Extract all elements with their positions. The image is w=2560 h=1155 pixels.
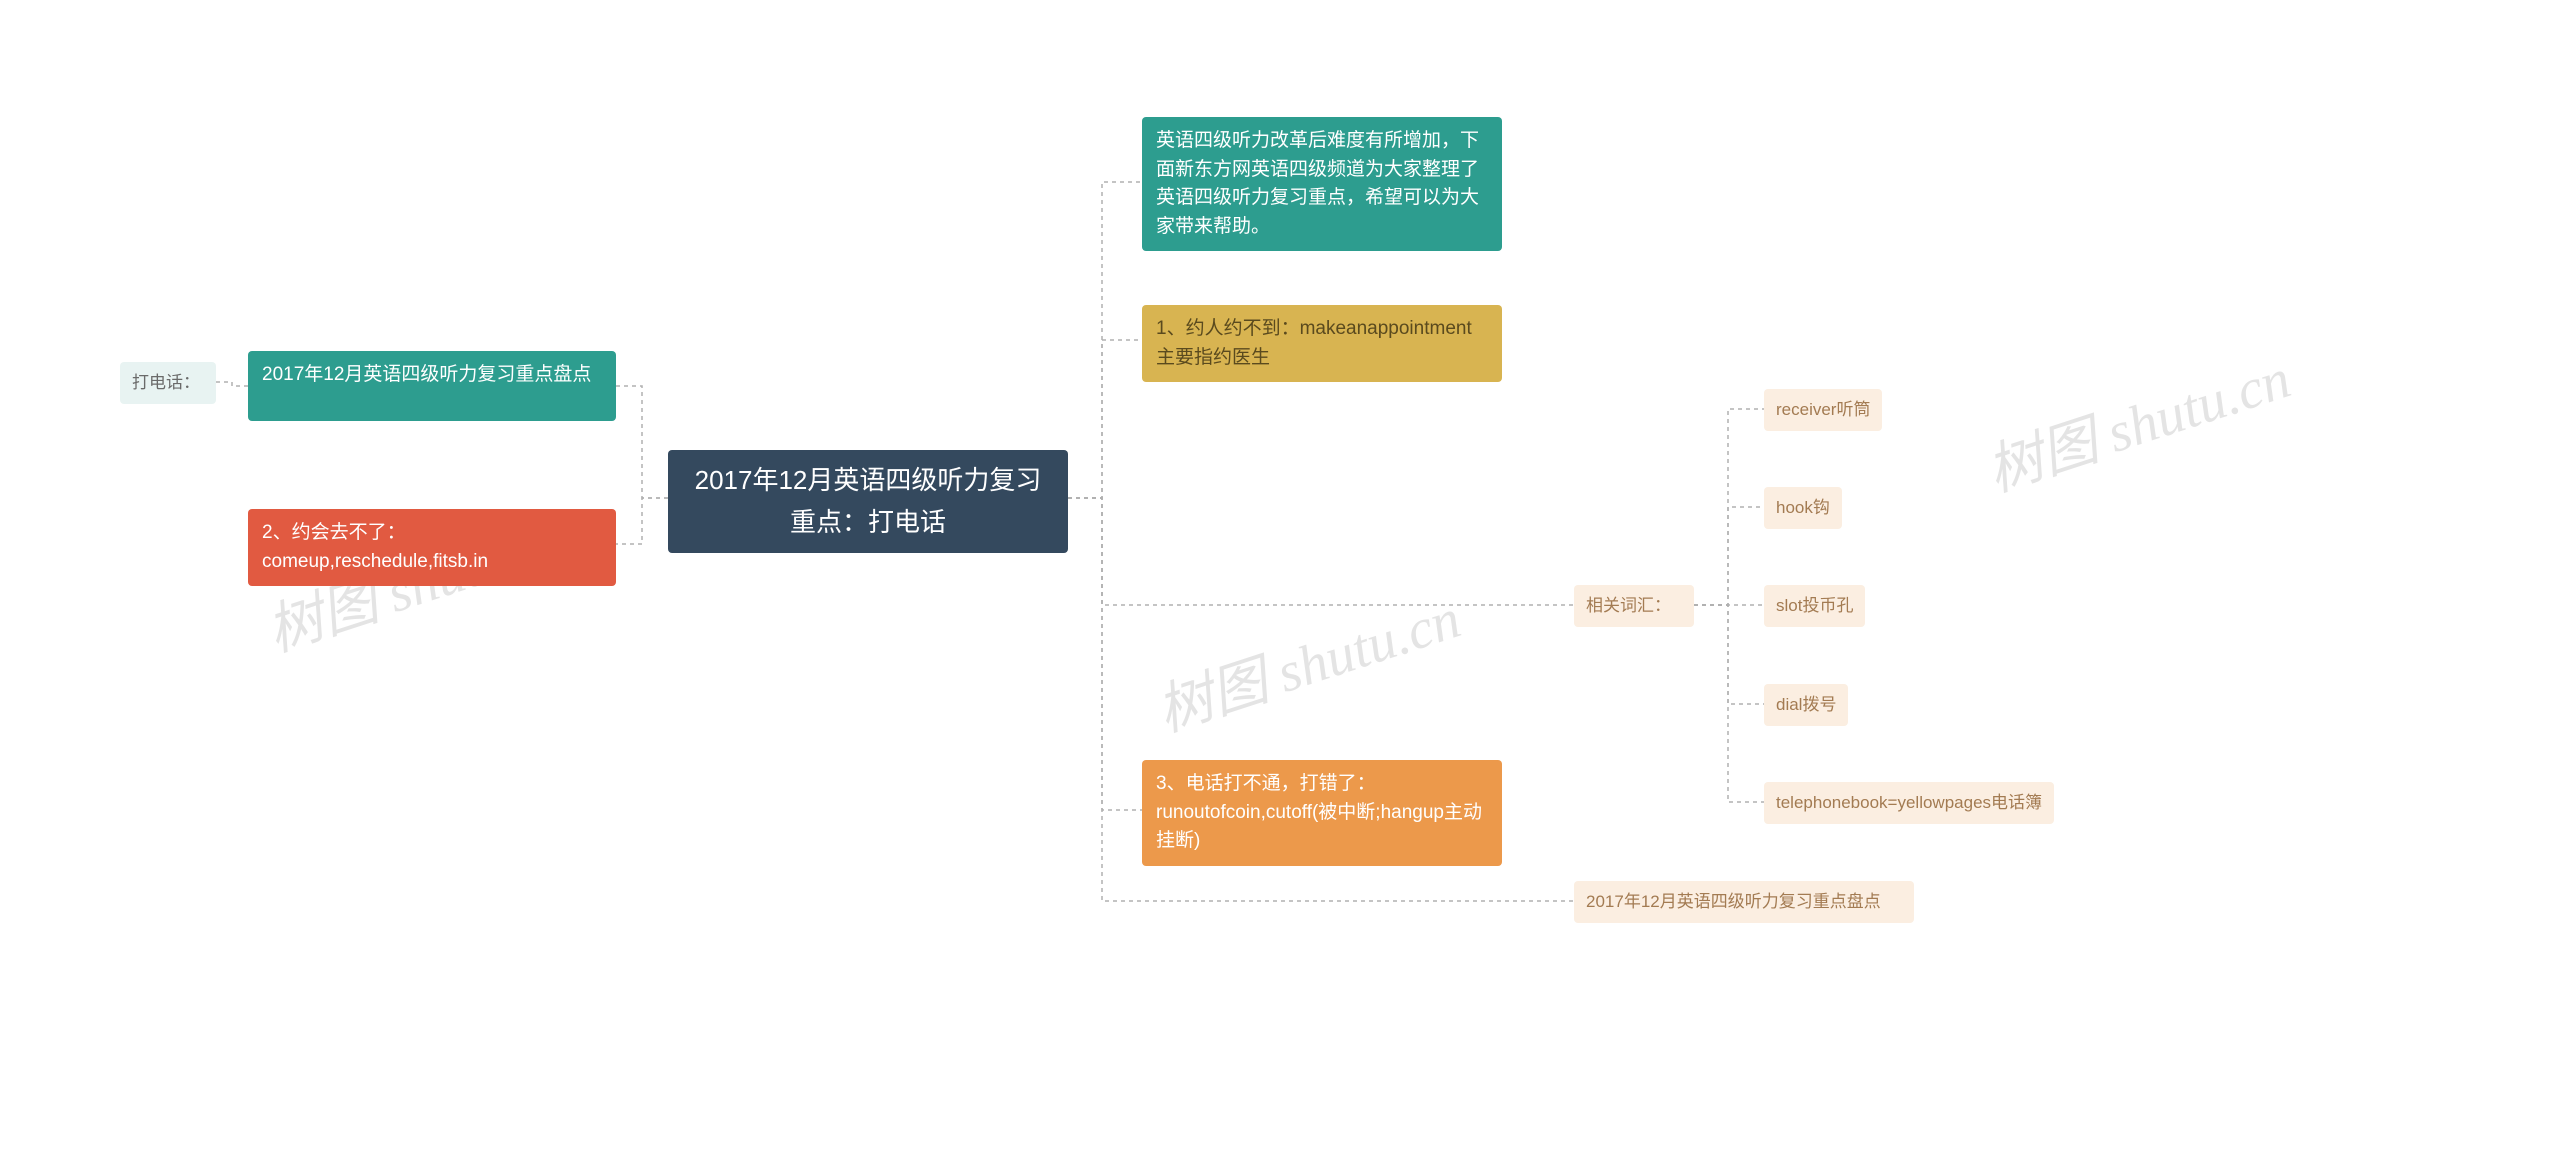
watermark-3: 树图 shutu.cn — [1975, 333, 2299, 507]
left-node-1-child[interactable]: 打电话： — [120, 362, 216, 404]
left-node-1[interactable]: 2017年12月英语四级听力复习重点盘点 — [248, 351, 616, 421]
right-node-3[interactable]: 3、电话打不通，打错了：runoutofcoin,cutoff(被中断;hang… — [1142, 760, 1502, 866]
vocab-item-4[interactable]: telephonebook=yellowpages电话簿 — [1764, 782, 2054, 824]
center-node[interactable]: 2017年12月英语四级听力复习重点：打电话 — [668, 450, 1068, 553]
left-node-2[interactable]: 2、约会去不了：comeup,reschedule,fitsb.in — [248, 509, 616, 586]
vocab-item-1[interactable]: hook钩 — [1764, 487, 1842, 529]
vocab-item-2[interactable]: slot投币孔 — [1764, 585, 1865, 627]
right-node-2[interactable]: 1、约人约不到：makeanappointment主要指约医生 — [1142, 305, 1502, 382]
vocab-item-0[interactable]: receiver听筒 — [1764, 389, 1882, 431]
vocab-item-3[interactable]: dial拨号 — [1764, 684, 1848, 726]
right-node-1[interactable]: 英语四级听力改革后难度有所增加，下面新东方网英语四级频道为大家整理了英语四级听力… — [1142, 117, 1502, 251]
right-footer-node[interactable]: 2017年12月英语四级听力复习重点盘点 — [1574, 881, 1914, 923]
watermark-2: 树图 shutu.cn — [1145, 573, 1469, 747]
vocab-label[interactable]: 相关词汇： — [1574, 585, 1694, 627]
